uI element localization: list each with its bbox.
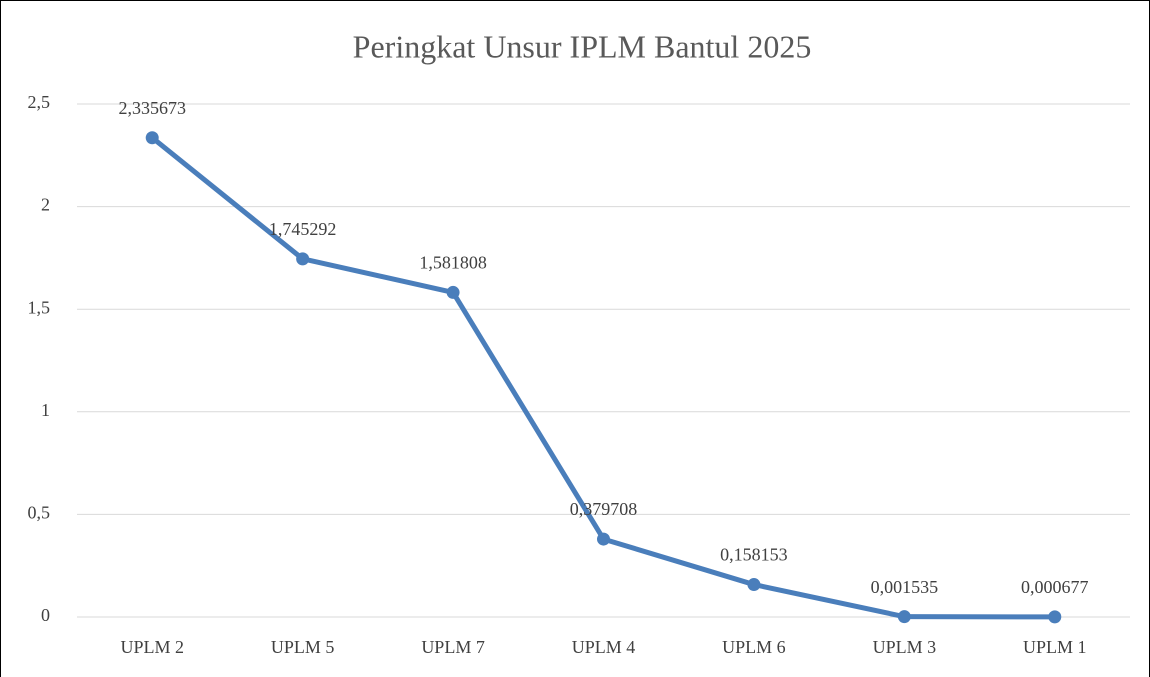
x-tick-label: UPLM 7 bbox=[421, 637, 485, 657]
x-tick-label: UPLM 6 bbox=[722, 637, 786, 657]
data-label: 1,745292 bbox=[269, 219, 337, 239]
data-label: 0,000677 bbox=[1021, 577, 1089, 597]
data-label: 0,379708 bbox=[570, 499, 638, 519]
marker bbox=[897, 610, 911, 624]
x-tick-label: UPLM 1 bbox=[1023, 637, 1087, 657]
y-tick-label: 0,5 bbox=[28, 503, 51, 523]
marker bbox=[145, 131, 159, 145]
marker bbox=[1048, 610, 1062, 624]
data-label: 0,158153 bbox=[720, 545, 788, 565]
x-tick-label: UPLM 5 bbox=[271, 637, 335, 657]
y-tick-label: 1 bbox=[41, 400, 50, 420]
y-tick-label: 2 bbox=[41, 195, 50, 215]
data-label: 0,001535 bbox=[871, 577, 939, 597]
data-label: 2,335673 bbox=[118, 98, 186, 118]
data-label: 1,581808 bbox=[419, 253, 487, 273]
y-tick-label: 0 bbox=[41, 605, 50, 625]
marker bbox=[747, 578, 761, 592]
marker bbox=[597, 532, 610, 546]
chart-title: Peringkat Unsur IPLM Bantul 2025 bbox=[353, 28, 812, 64]
marker bbox=[296, 252, 310, 266]
x-tick-label: UPLM 3 bbox=[873, 637, 937, 657]
y-tick-label: 1,5 bbox=[28, 297, 51, 317]
y-tick-label: 2,5 bbox=[28, 92, 51, 112]
x-tick-label: UPLM 4 bbox=[572, 637, 636, 657]
x-tick-label: UPLM 2 bbox=[120, 637, 184, 657]
marker bbox=[446, 285, 460, 299]
